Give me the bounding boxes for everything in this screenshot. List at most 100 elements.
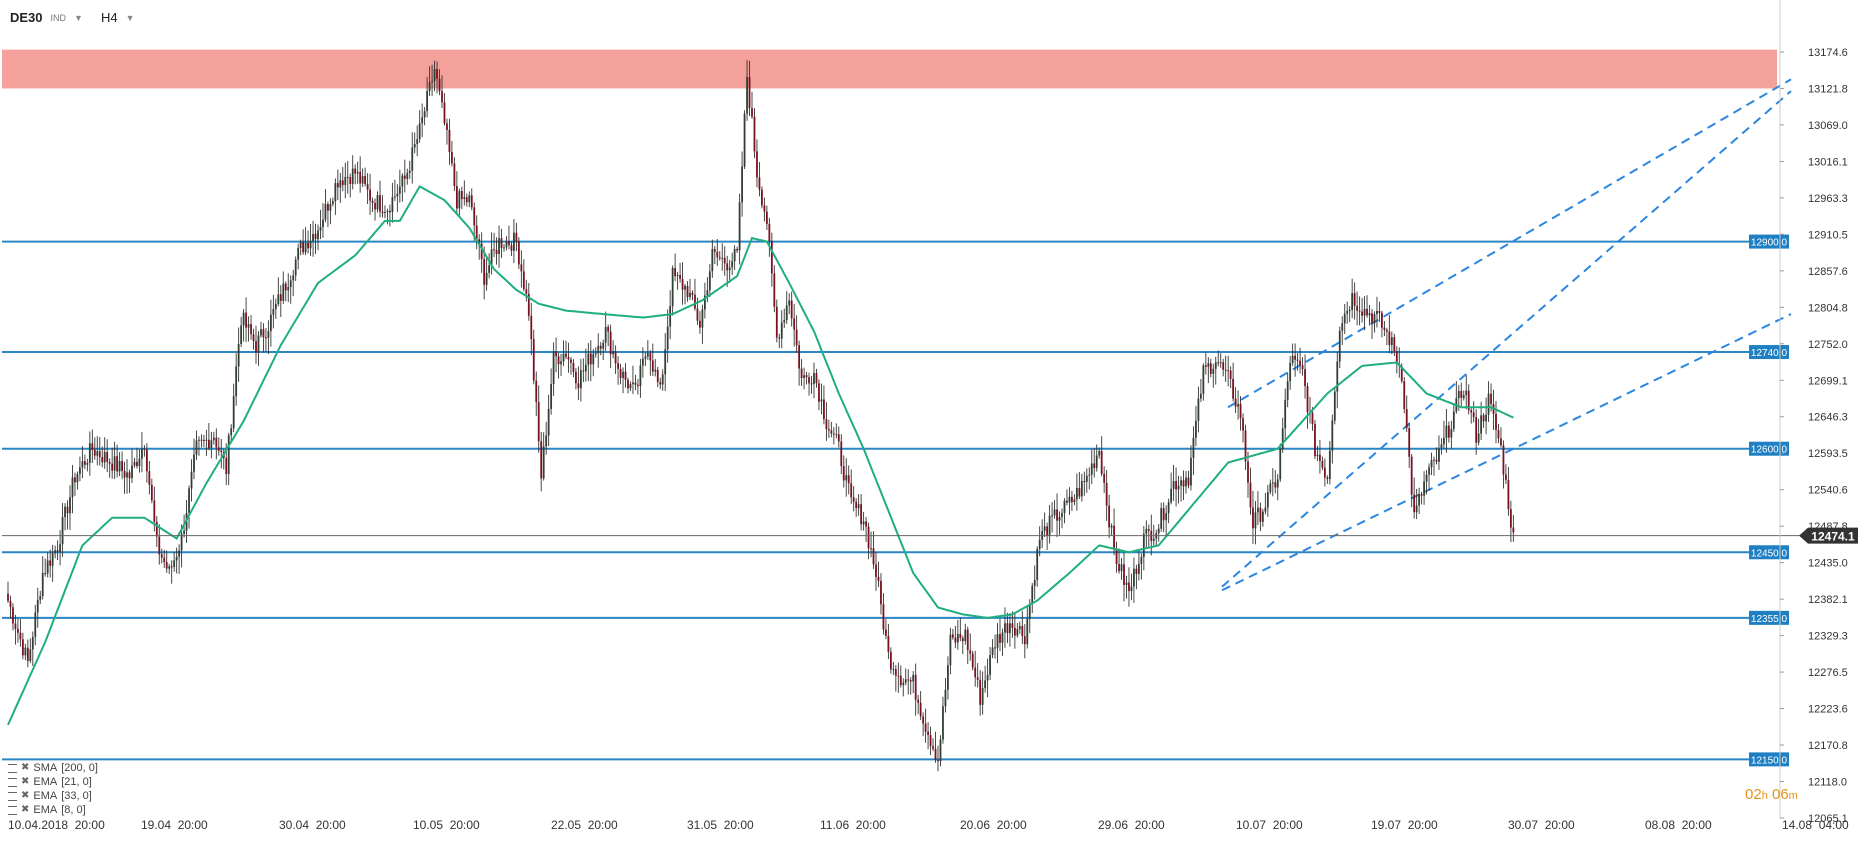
candle-body xyxy=(1259,507,1262,522)
candle-body xyxy=(215,437,218,448)
candle-body xyxy=(1110,525,1113,528)
candle-body xyxy=(1083,480,1086,482)
candle-body xyxy=(1381,312,1383,328)
y-tick-label: 12118.0 xyxy=(1808,776,1847,788)
candle-body xyxy=(14,623,17,629)
y-tick-label: 12752.0 xyxy=(1808,339,1848,351)
chart-header: DE30 IND ▼ H4 ▼ xyxy=(10,10,135,25)
candle-body xyxy=(1165,513,1168,521)
candle-body xyxy=(1095,455,1098,469)
settings-icon[interactable] xyxy=(8,777,17,787)
candle-body xyxy=(850,483,853,498)
candle-body xyxy=(458,191,461,209)
candle-body xyxy=(180,533,183,551)
candle-body xyxy=(894,669,897,676)
candle-body xyxy=(1301,365,1304,370)
candle-body xyxy=(1137,563,1140,574)
candle-body xyxy=(173,560,176,568)
indicator-label: SMA xyxy=(33,762,58,774)
x-tick-label: 20.06 20:00 xyxy=(960,818,1027,832)
level-label-bg-1 xyxy=(1749,345,1789,360)
x-tick-label: 08.08 20:00 xyxy=(1645,818,1712,832)
remove-icon[interactable]: ✖ xyxy=(21,776,30,787)
candle-body xyxy=(190,471,193,489)
candle-body xyxy=(299,241,302,249)
candle-body xyxy=(684,285,686,290)
settings-icon[interactable] xyxy=(8,763,17,773)
x-tick-label: 14.08 04:00 xyxy=(1782,818,1849,832)
timeframe-dropdown-icon[interactable]: ▼ xyxy=(125,12,135,23)
candle-body xyxy=(1323,467,1326,478)
indicator-row-ema21[interactable]: ✖ EMA [21, 0] xyxy=(8,775,98,789)
candle-body xyxy=(136,461,138,467)
symbol-label[interactable]: DE30 xyxy=(10,10,43,25)
candle-body xyxy=(317,230,319,240)
remove-icon[interactable]: ✖ xyxy=(21,790,30,801)
candle-body xyxy=(69,497,71,514)
indicator-row-ema33[interactable]: ✖ EMA [33, 0] xyxy=(8,789,98,803)
candle-body xyxy=(592,353,595,365)
candle-body xyxy=(1363,308,1366,316)
candle-body xyxy=(1447,425,1450,438)
candle-body xyxy=(728,267,731,271)
candle-body xyxy=(1450,428,1453,438)
settings-icon[interactable] xyxy=(8,791,17,801)
candle-body xyxy=(535,380,538,403)
candle-body xyxy=(1356,305,1359,311)
candle-body xyxy=(624,371,627,380)
candle-body xyxy=(1048,515,1051,537)
remove-icon[interactable]: ✖ xyxy=(21,804,30,815)
symbol-dropdown-icon[interactable]: ▼ xyxy=(74,12,83,23)
candle-body xyxy=(1001,632,1004,643)
candle-body xyxy=(713,249,716,252)
remove-icon[interactable]: ✖ xyxy=(21,762,30,773)
timeframe-label[interactable]: H4 xyxy=(100,10,118,25)
level-label-2: 12600.0 xyxy=(1751,445,1788,456)
candle-body xyxy=(525,289,528,294)
candle-body xyxy=(376,195,379,210)
level-label-bg-2 xyxy=(1749,441,1789,456)
candle-body xyxy=(845,475,848,481)
candle-body xyxy=(354,168,357,174)
level-label-bg-5 xyxy=(1749,752,1789,767)
candle-body xyxy=(183,530,185,534)
candle-body xyxy=(1185,477,1187,487)
settings-icon[interactable] xyxy=(8,805,17,815)
candle-body xyxy=(1281,428,1284,449)
candle-body xyxy=(1033,580,1036,586)
candle-body xyxy=(1336,361,1339,392)
candle-body xyxy=(823,399,825,420)
candle-body xyxy=(1244,430,1247,462)
candle-body xyxy=(694,294,696,309)
candle-body xyxy=(207,439,210,449)
candle-body xyxy=(852,497,855,502)
candle-body xyxy=(1118,564,1120,572)
candle-body xyxy=(1497,429,1500,439)
candle-body xyxy=(31,636,34,650)
candle-body xyxy=(93,449,96,456)
candle-body xyxy=(602,342,605,349)
candle-body xyxy=(1269,483,1272,493)
candle-body xyxy=(892,669,895,671)
candle-body xyxy=(386,210,389,212)
indicator-row-ema8[interactable]: ✖ EMA [8, 0] xyxy=(8,803,98,817)
candle-body xyxy=(163,557,166,563)
candle-body xyxy=(61,517,64,545)
candle-body xyxy=(1423,481,1425,496)
candle-body xyxy=(356,171,359,174)
indicator-params: [200, 0] xyxy=(61,762,98,774)
candle-body xyxy=(389,210,391,213)
candle-body xyxy=(1247,461,1249,483)
candle-body xyxy=(646,353,649,357)
candle-body xyxy=(914,674,917,700)
candle-body xyxy=(421,117,424,124)
candle-body xyxy=(475,225,478,240)
candle-body xyxy=(1509,509,1512,528)
indicator-row-sma200[interactable]: ✖ SMA [200, 0] xyxy=(8,761,98,775)
candle-body xyxy=(431,80,433,83)
candle-body xyxy=(272,309,275,315)
candle-body xyxy=(1351,293,1354,310)
candle-body xyxy=(51,553,54,566)
candle-body xyxy=(1266,492,1269,508)
